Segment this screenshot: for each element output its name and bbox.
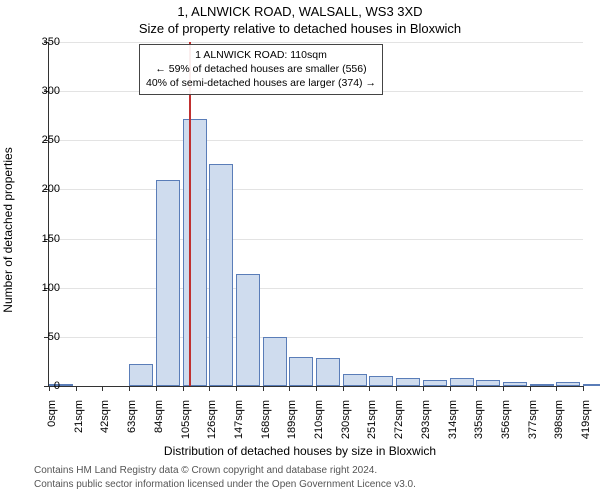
histogram-bar xyxy=(129,364,153,386)
histogram-bar xyxy=(556,382,580,386)
xtick-label: 293sqm xyxy=(420,400,432,460)
histogram-bar xyxy=(530,384,554,386)
chart-title-sub: Size of property relative to detached ho… xyxy=(0,21,600,36)
xtick-label: 21sqm xyxy=(73,400,85,460)
info-box-line: ← 59% of detached houses are smaller (55… xyxy=(146,62,376,76)
xtick-label: 419sqm xyxy=(580,400,592,460)
plot-area: 1 ALNWICK ROAD: 110sqm← 59% of detached … xyxy=(48,42,583,387)
histogram-bar xyxy=(263,337,287,386)
gridline xyxy=(49,288,583,289)
info-box-line: 40% of semi-detached houses are larger (… xyxy=(146,76,376,90)
gridline xyxy=(49,140,583,141)
chart-title-main: 1, ALNWICK ROAD, WALSALL, WS3 3XD xyxy=(0,4,600,19)
attribution-footer: Contains HM Land Registry data © Crown c… xyxy=(34,464,416,491)
ytick-label: 250 xyxy=(30,134,60,146)
subject-info-box: 1 ALNWICK ROAD: 110sqm← 59% of detached … xyxy=(139,44,383,95)
histogram-bar xyxy=(476,380,500,386)
gridline xyxy=(49,42,583,43)
xtick-mark xyxy=(76,386,77,391)
ytick-label: 200 xyxy=(30,183,60,195)
histogram-bar xyxy=(316,358,340,386)
xtick-label: 189sqm xyxy=(286,400,298,460)
xtick-mark xyxy=(423,386,424,391)
histogram-bar xyxy=(343,374,367,386)
xtick-mark xyxy=(556,386,557,391)
xtick-label: 105sqm xyxy=(180,400,192,460)
y-axis-label: Number of detached properties xyxy=(1,147,15,312)
xtick-label: 42sqm xyxy=(99,400,111,460)
xtick-mark xyxy=(530,386,531,391)
xtick-mark xyxy=(450,386,451,391)
xtick-label: 84sqm xyxy=(153,400,165,460)
xtick-mark xyxy=(476,386,477,391)
xtick-label: 210sqm xyxy=(313,400,325,460)
gridline xyxy=(49,189,583,190)
xtick-label: 230sqm xyxy=(340,400,352,460)
gridline xyxy=(49,337,583,338)
histogram-bar xyxy=(423,380,447,386)
footer-line: Contains public sector information licen… xyxy=(34,478,416,492)
xtick-label: 398sqm xyxy=(553,400,565,460)
xtick-label: 272sqm xyxy=(393,400,405,460)
histogram-bar xyxy=(503,382,527,386)
histogram-bar xyxy=(450,378,474,386)
xtick-mark xyxy=(129,386,130,391)
histogram-bar xyxy=(183,119,207,386)
xtick-mark xyxy=(583,386,584,391)
xtick-mark xyxy=(369,386,370,391)
xtick-mark xyxy=(183,386,184,391)
xtick-mark xyxy=(396,386,397,391)
xtick-label: 251sqm xyxy=(366,400,378,460)
histogram-bar xyxy=(209,164,233,386)
histogram-bar xyxy=(236,274,260,386)
histogram-bar xyxy=(583,384,600,386)
xtick-mark xyxy=(209,386,210,391)
info-box-line: 1 ALNWICK ROAD: 110sqm xyxy=(146,48,376,62)
chart-container: 1, ALNWICK ROAD, WALSALL, WS3 3XD Size o… xyxy=(0,0,600,500)
footer-line: Contains HM Land Registry data © Crown c… xyxy=(34,464,416,478)
xtick-mark xyxy=(236,386,237,391)
xtick-mark xyxy=(503,386,504,391)
ytick-label: 0 xyxy=(30,380,60,392)
gridline xyxy=(49,239,583,240)
xtick-label: 0sqm xyxy=(46,400,58,460)
ytick-label: 350 xyxy=(30,36,60,48)
xtick-label: 335sqm xyxy=(473,400,485,460)
histogram-bar xyxy=(156,180,180,386)
ytick-label: 50 xyxy=(30,331,60,343)
ytick-label: 300 xyxy=(30,85,60,97)
xtick-mark xyxy=(316,386,317,391)
xtick-label: 356sqm xyxy=(500,400,512,460)
xtick-mark xyxy=(343,386,344,391)
xtick-label: 377sqm xyxy=(527,400,539,460)
xtick-mark xyxy=(263,386,264,391)
xtick-label: 147sqm xyxy=(233,400,245,460)
xtick-label: 314sqm xyxy=(447,400,459,460)
xtick-mark xyxy=(156,386,157,391)
xtick-mark xyxy=(289,386,290,391)
histogram-bar xyxy=(369,376,393,386)
ytick-label: 100 xyxy=(30,282,60,294)
histogram-bar xyxy=(396,378,420,386)
xtick-label: 168sqm xyxy=(260,400,272,460)
xtick-label: 126sqm xyxy=(206,400,218,460)
ytick-label: 150 xyxy=(30,233,60,245)
xtick-label: 63sqm xyxy=(126,400,138,460)
histogram-bar xyxy=(289,357,313,386)
xtick-mark xyxy=(102,386,103,391)
